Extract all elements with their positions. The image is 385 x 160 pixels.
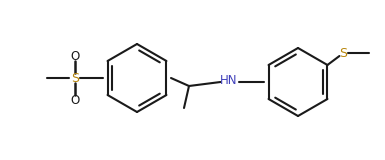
Text: O: O xyxy=(70,49,80,63)
Text: O: O xyxy=(70,93,80,107)
Text: S: S xyxy=(340,47,347,60)
Text: HN: HN xyxy=(220,73,237,87)
Text: S: S xyxy=(71,72,79,84)
